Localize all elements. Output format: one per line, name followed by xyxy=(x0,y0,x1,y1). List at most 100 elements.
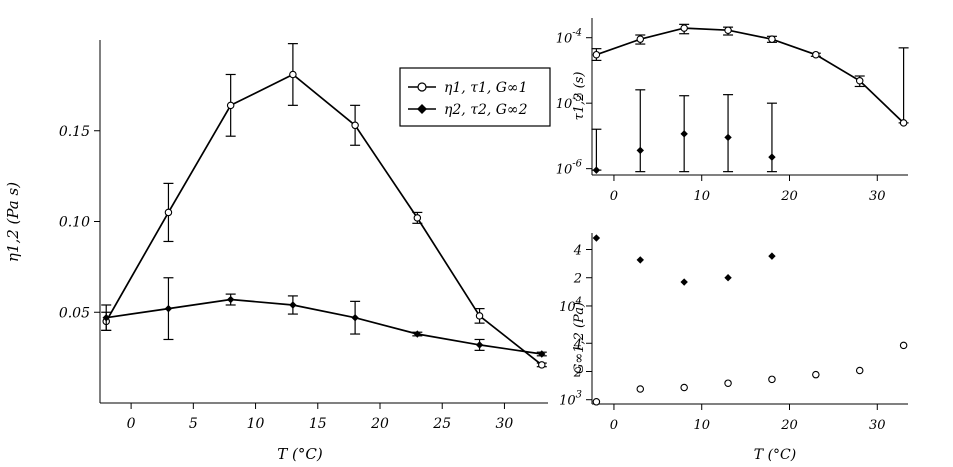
modulus-point-filled-diamond xyxy=(636,256,644,264)
modulus-y-axis-label: G∞1,2 (Pa) xyxy=(572,302,587,374)
modulus-y-tick-label: 2 xyxy=(573,272,582,287)
relaxation-time-point-open-circle xyxy=(855,77,864,85)
modulus-point-open-circle xyxy=(855,366,864,375)
viscosity-x-tick-label: 30 xyxy=(496,416,514,432)
relaxation-time-y-tick-label: 10-5 xyxy=(556,93,582,112)
relaxation-time-x-tick-label: 30 xyxy=(869,189,886,204)
modulus-y-tick-label: 104 xyxy=(559,296,582,315)
viscosity-x-tick-label: 20 xyxy=(370,416,389,432)
modulus-point-open-circle xyxy=(812,370,820,379)
modulus-y-tick-label: 4 xyxy=(573,337,582,352)
modulus-point-filled-diamond xyxy=(592,234,601,242)
viscosity-point-filled-diamond xyxy=(102,313,110,322)
legend-marker-open-circle xyxy=(417,82,427,92)
viscosity-x-tick-label: 25 xyxy=(432,416,451,432)
relaxation-time-point-filled-diamond xyxy=(768,153,776,161)
modulus-point-filled-diamond xyxy=(680,278,688,286)
viscosity-chart: 0 5 10 15 20 25 30 0.05 0.10 0.15 T (°C) η1,2 (Pa… xyxy=(4,40,551,463)
relaxation-time-x-tick-label: 10 xyxy=(693,189,710,204)
modulus-x-tick-label: 20 xyxy=(780,418,798,433)
modulus-y-tick-label: 2 xyxy=(573,365,582,380)
relaxation-time-point-filled-diamond xyxy=(592,166,601,174)
relaxation-time-marks xyxy=(591,23,909,174)
modulus-x-axis-label: T (°C) xyxy=(754,447,796,463)
relaxation-time-point-open-circle xyxy=(592,50,601,59)
relaxation-time-y-tick-label: 10-6 xyxy=(556,159,583,178)
relaxation-time-point-filled-diamond xyxy=(680,130,688,138)
modulus-y-tick-label: 103 xyxy=(559,390,582,409)
relaxation-time-point-open-circle xyxy=(724,26,732,34)
modulus-point-open-circle xyxy=(680,383,688,392)
modulus-point-open-circle xyxy=(592,398,601,406)
modulus-point-open-circle xyxy=(724,379,732,387)
viscosity-point-filled-diamond xyxy=(413,330,422,338)
viscosity-x-axis-label: T (°C) xyxy=(277,445,323,463)
viscosity-marks xyxy=(101,43,547,369)
modulus-x-tick-label: 0 xyxy=(610,418,618,433)
legend-label-1: η1, τ1, G∞1 xyxy=(444,80,528,96)
viscosity-point-filled-diamond xyxy=(226,295,235,304)
viscosity-point-open-circle xyxy=(226,101,235,110)
modulus-point-open-circle xyxy=(899,341,908,350)
viscosity-point-open-circle xyxy=(289,70,297,79)
modulus-y-tick-base: 10 xyxy=(559,300,576,315)
viscosity-point-open-circle xyxy=(475,312,484,320)
modulus-y-tick-label: 4 xyxy=(573,244,582,259)
relaxation-time-point-filled-diamond xyxy=(636,146,644,155)
relaxation-time-series-line-1 xyxy=(596,27,905,124)
modulus-point-open-circle xyxy=(768,375,776,384)
modulus-x-tick-label: 30 xyxy=(869,418,886,433)
relaxation-time-point-open-circle xyxy=(636,35,645,43)
viscosity-y-tick-label: 0.05 xyxy=(59,305,90,321)
viscosity-point-filled-diamond xyxy=(164,304,173,313)
viscosity-point-filled-diamond xyxy=(538,350,546,358)
relaxation-time-y-tick-base: 10 xyxy=(556,97,573,112)
modulus-marks xyxy=(592,234,908,406)
viscosity-series-line-2 xyxy=(106,298,542,355)
viscosity-point-filled-diamond xyxy=(475,341,484,349)
relaxation-time-y-axis-label: τ1,2 (s) xyxy=(572,72,587,121)
relaxation-time-y-tick-base: 10 xyxy=(556,163,573,178)
modulus-x-tick-label: 10 xyxy=(693,418,710,433)
relaxation-time-x-tick-label: 20 xyxy=(780,189,798,204)
modulus-y-tick-base: 4 xyxy=(573,337,582,352)
viscosity-point-filled-diamond xyxy=(351,313,359,322)
relaxation-time-y-tick-exponent: -6 xyxy=(572,159,582,170)
viscosity-point-open-circle xyxy=(351,121,359,130)
viscosity-y-tick-label: 0.15 xyxy=(59,124,90,140)
relaxation-time-point-open-circle xyxy=(680,24,688,32)
viscosity-point-open-circle xyxy=(538,361,546,369)
modulus-point-filled-diamond xyxy=(724,274,732,282)
viscosity-x-tick-label: 5 xyxy=(189,416,198,432)
viscosity-point-filled-diamond xyxy=(289,301,297,309)
viscosity-x-tick-label: 0 xyxy=(127,416,136,432)
modulus-y-tick-exponent: 3 xyxy=(576,390,582,401)
viscosity-y-axis-label: η1,2 (Pa s) xyxy=(4,182,22,262)
relaxation-time-y-tick-exponent: -5 xyxy=(572,93,582,104)
viscosity-series-line-1 xyxy=(105,73,543,366)
relaxation-time-x-tick-label: 0 xyxy=(610,189,618,204)
viscosity-y-tick-label: 0.10 xyxy=(59,215,90,231)
modulus-y-tick-base: 2 xyxy=(573,365,582,380)
modulus-y-tick-base: 2 xyxy=(573,272,582,287)
viscosity-point-open-circle xyxy=(413,214,422,222)
viscosity-x-tick-label: 15 xyxy=(309,416,327,432)
relaxation-time-point-open-circle xyxy=(899,119,908,127)
legend-marker-filled-diamond xyxy=(417,104,427,114)
relaxation-time-y-tick-base: 10 xyxy=(556,32,573,47)
viscosity-axes: 0 5 10 15 20 25 30 0.05 0.10 0.15 xyxy=(59,40,548,432)
modulus-point-open-circle xyxy=(636,385,645,393)
relaxation-time-point-filled-diamond xyxy=(724,133,732,142)
legend: η1, τ1, G∞1 η2, τ2, G∞2 xyxy=(399,67,551,127)
modulus-y-tick-exponent: 4 xyxy=(575,296,582,307)
relaxation-time-point-open-circle xyxy=(768,35,776,43)
viscosity-point-open-circle xyxy=(164,208,173,217)
legend-box xyxy=(399,67,551,127)
relaxation-time-point-open-circle xyxy=(812,50,820,59)
modulus-y-tick-base: 10 xyxy=(559,394,576,409)
